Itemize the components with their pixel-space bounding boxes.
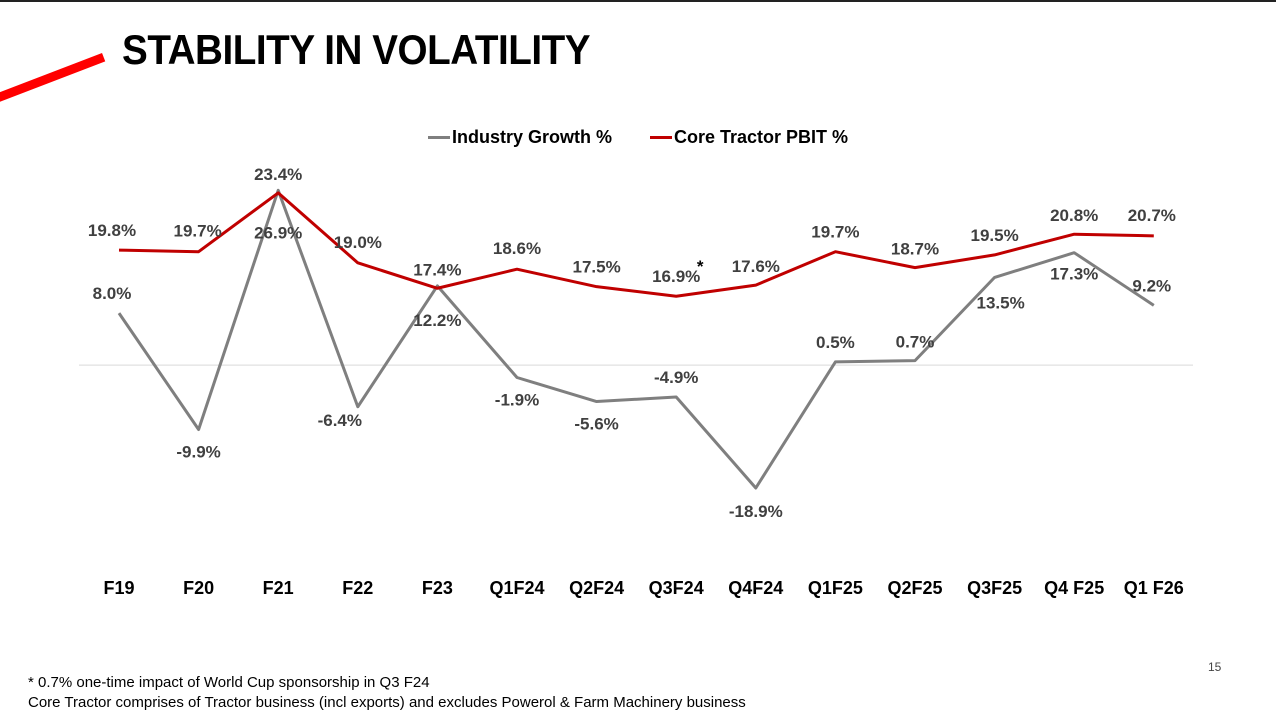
data-label: 23.4%	[254, 165, 302, 184]
data-label: 17.5%	[572, 258, 620, 277]
data-label: 19.5%	[970, 226, 1018, 245]
data-label: -9.9%	[176, 443, 220, 462]
x-tick-label: Q4F24	[728, 578, 783, 598]
x-tick-label: Q4 F25	[1044, 578, 1104, 598]
data-label: 17.3%	[1050, 265, 1098, 284]
footnote-definition: Core Tractor comprises of Tractor busine…	[28, 694, 746, 711]
x-tick-label: F21	[263, 578, 294, 598]
x-tick-label: F19	[103, 578, 134, 598]
x-tick-label: Q1 F26	[1124, 578, 1184, 598]
x-tick-label: F22	[342, 578, 373, 598]
data-label: 19.7%	[173, 222, 221, 241]
x-tick-label: F20	[183, 578, 214, 598]
data-label: 18.7%	[891, 240, 939, 259]
data-label: 9.2%	[1132, 276, 1171, 295]
legend-swatch-industry	[427, 136, 450, 139]
top-border	[0, 0, 1276, 2]
x-tick-label: Q3F24	[649, 578, 704, 598]
x-tick-label: Q2F25	[887, 578, 942, 598]
x-tick-label: Q2F24	[569, 578, 624, 598]
legend-swatch-pbit	[649, 136, 672, 139]
x-tick-label: F23	[422, 578, 453, 598]
data-label: 16.9%	[652, 267, 700, 286]
chart-legend: Industry Growth % Core Tractor PBIT %	[0, 127, 1276, 148]
data-label: 8.0%	[93, 284, 132, 303]
data-label: 19.8%	[88, 221, 136, 240]
legend-item-pbit: Core Tractor PBIT %	[649, 127, 849, 148]
x-tick-label: Q1F24	[489, 578, 544, 598]
data-label: -18.9%	[729, 502, 783, 521]
legend-label-pbit: Core Tractor PBIT %	[673, 127, 849, 147]
page-number: 15	[1208, 660, 1222, 674]
data-label: -6.4%	[318, 411, 362, 430]
data-label: 12.2%	[413, 311, 461, 330]
x-tick-label: Q3F25	[967, 578, 1022, 598]
data-label: 19.0%	[334, 233, 382, 252]
data-label: 18.6%	[493, 239, 541, 258]
data-label: 0.5%	[816, 333, 855, 352]
data-label: 17.6%	[732, 257, 780, 276]
data-label: -1.9%	[495, 391, 539, 410]
data-label: 19.7%	[811, 223, 859, 242]
series-line-core-tractor-pbit	[118, 191, 1154, 298]
annotation-asterisk: *	[697, 257, 704, 276]
legend-item-industry: Industry Growth %	[427, 127, 612, 148]
series-line-industry-growth	[117, 188, 1155, 490]
data-label: 0.7%	[896, 333, 935, 352]
data-label: -5.6%	[574, 415, 618, 434]
legend-label-industry: Industry Growth %	[451, 127, 612, 147]
data-label: 17.4%	[413, 260, 461, 279]
slide-title: STABILITY IN VOLATILITY	[122, 26, 591, 73]
data-label: -4.9%	[654, 368, 698, 387]
data-label: 20.8%	[1050, 206, 1098, 225]
x-tick-label: Q1F25	[808, 578, 863, 598]
line-chart: 8.0% -9.9% 26.9% -6.4% 12.2% -1.9% -5.6% -4.9% -…	[79, 165, 1193, 598]
data-label: 13.5%	[976, 293, 1024, 312]
footnote-sponsorship: * 0.7% one-time impact of World Cup spon…	[28, 674, 430, 691]
data-label: 20.7%	[1128, 206, 1176, 225]
data-label: 26.9%	[254, 223, 302, 242]
